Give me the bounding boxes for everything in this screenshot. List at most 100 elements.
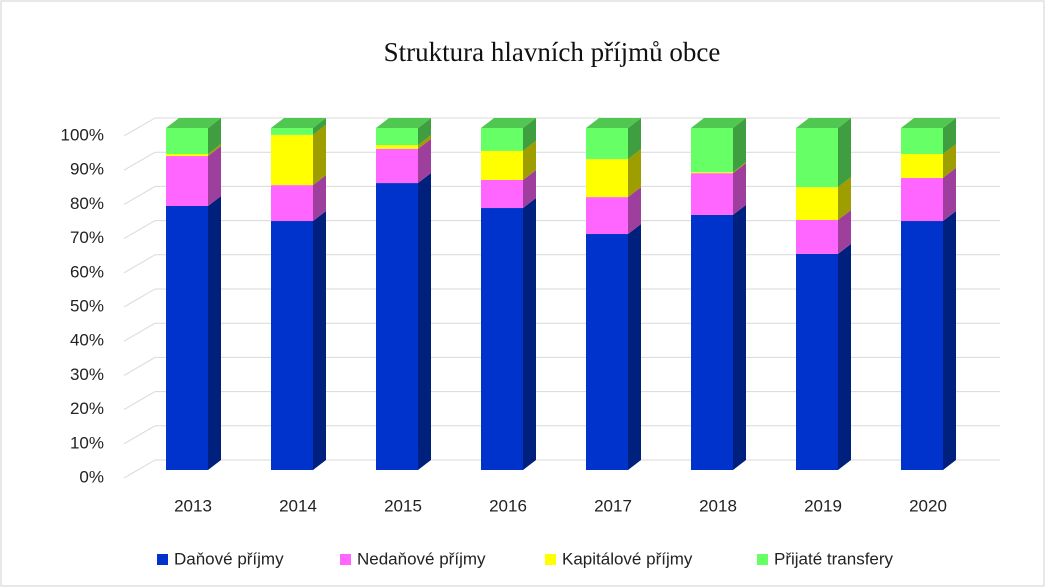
y-tick-label: 30% [70, 365, 104, 384]
bar-segment [376, 145, 418, 149]
x-tick-label: 2015 [384, 496, 422, 515]
bar-segment [166, 153, 208, 157]
bar-segment [271, 221, 313, 470]
y-tick-label: 10% [70, 433, 104, 452]
bar-segment-side [733, 118, 746, 173]
bar-segment-side [628, 224, 641, 470]
bar-segment [481, 179, 523, 209]
x-tick-label: 2016 [489, 496, 527, 515]
bar-segment-side [313, 175, 326, 222]
bar-segment [481, 208, 523, 470]
bar-segment-side [523, 118, 536, 151]
bar-segment [691, 128, 733, 173]
bar-segment-side [523, 140, 536, 180]
grid-line-floor [123, 288, 156, 308]
bar-segment [691, 173, 733, 215]
grid-line-floor [123, 151, 156, 171]
legend-label: Kapitálové příjmy [562, 549, 693, 568]
bar-top [796, 118, 851, 128]
y-tick-label: 20% [70, 399, 104, 418]
legend-label: Přijaté transfery [774, 549, 894, 568]
x-tick-label: 2017 [594, 496, 632, 515]
x-tick-label: 2014 [279, 496, 317, 515]
y-tick-label: 90% [70, 160, 104, 179]
bar-segment-side [523, 169, 536, 209]
chart-title: Struktura hlavních příjmů obce [384, 37, 721, 67]
bar-segment-side [943, 118, 956, 154]
y-tick-label: 60% [70, 262, 104, 281]
legend-label: Daňové příjmy [174, 549, 284, 568]
bar-segment-side [208, 195, 221, 470]
bar-top [481, 118, 536, 128]
bar-segment [271, 185, 313, 222]
bar-segment-side [313, 211, 326, 471]
y-tick-label: 40% [70, 331, 104, 350]
bar-segment-side [313, 124, 326, 186]
y-tick-label: 50% [70, 296, 104, 315]
legend-swatch [157, 554, 168, 565]
grid-line-floor [123, 391, 156, 411]
bar-segment-side [208, 118, 221, 154]
legend-label: Nedaňové příjmy [357, 549, 486, 568]
y-tick-label: 70% [70, 228, 104, 247]
x-tick-label: 2019 [804, 496, 842, 515]
bar-segment-side [313, 118, 326, 135]
bar-segment [586, 234, 628, 470]
bar-top [271, 118, 326, 128]
bar-segment-side [943, 143, 956, 178]
legend-swatch [545, 554, 556, 565]
bar-segment [796, 253, 838, 470]
bar-segment-side [523, 198, 536, 470]
bar-top [376, 118, 431, 128]
bar-segment [481, 128, 523, 151]
bar-segment [166, 156, 208, 206]
bar-segment-side [628, 187, 641, 235]
bar-segment [271, 128, 313, 135]
grid-line-floor [123, 459, 156, 479]
bar-segment [796, 128, 838, 188]
bar-segment [166, 128, 208, 154]
grid-line-floor [123, 356, 156, 376]
x-tick-label: 2020 [909, 496, 947, 515]
bar-segment-side [418, 118, 431, 146]
grid-line-floor [123, 220, 156, 240]
bar-segment-side [628, 149, 641, 198]
bar-segment [691, 214, 733, 470]
bar-segment [691, 172, 733, 174]
y-tick-label: 100% [61, 125, 104, 144]
bar-segment [796, 187, 838, 220]
bar-segment [901, 177, 943, 222]
bar-segment [586, 159, 628, 198]
bar-top [691, 118, 746, 128]
grid-line-floor [123, 117, 156, 137]
grid-line-floor [123, 254, 156, 274]
bar-segment [901, 153, 943, 178]
bar-segment [376, 183, 418, 470]
bar-segment [796, 219, 838, 254]
y-tick-label: 0% [79, 467, 104, 486]
bar-segment-side [418, 135, 431, 149]
bar-top [586, 118, 641, 128]
bar-segment-side [838, 177, 851, 220]
bar-segment-side [418, 173, 431, 470]
bar-segment [586, 128, 628, 160]
bar-segment [376, 128, 418, 146]
bar-top [166, 118, 221, 128]
bar-segment [376, 148, 418, 184]
legend-swatch [340, 554, 351, 565]
bar-segment [166, 205, 208, 470]
bar-segment [586, 197, 628, 235]
bar-segment-side [733, 163, 746, 215]
bar-segment-side [208, 146, 221, 206]
grid-line-floor [123, 425, 156, 445]
bar-segment [481, 150, 523, 180]
y-tick-label: 80% [70, 194, 104, 213]
bar-segment-side [418, 138, 431, 184]
bar-segment-side [943, 167, 956, 222]
bar-top [901, 118, 956, 128]
bar-segment [271, 134, 313, 186]
x-tick-label: 2018 [699, 496, 737, 515]
grid-line-floor [123, 185, 156, 205]
